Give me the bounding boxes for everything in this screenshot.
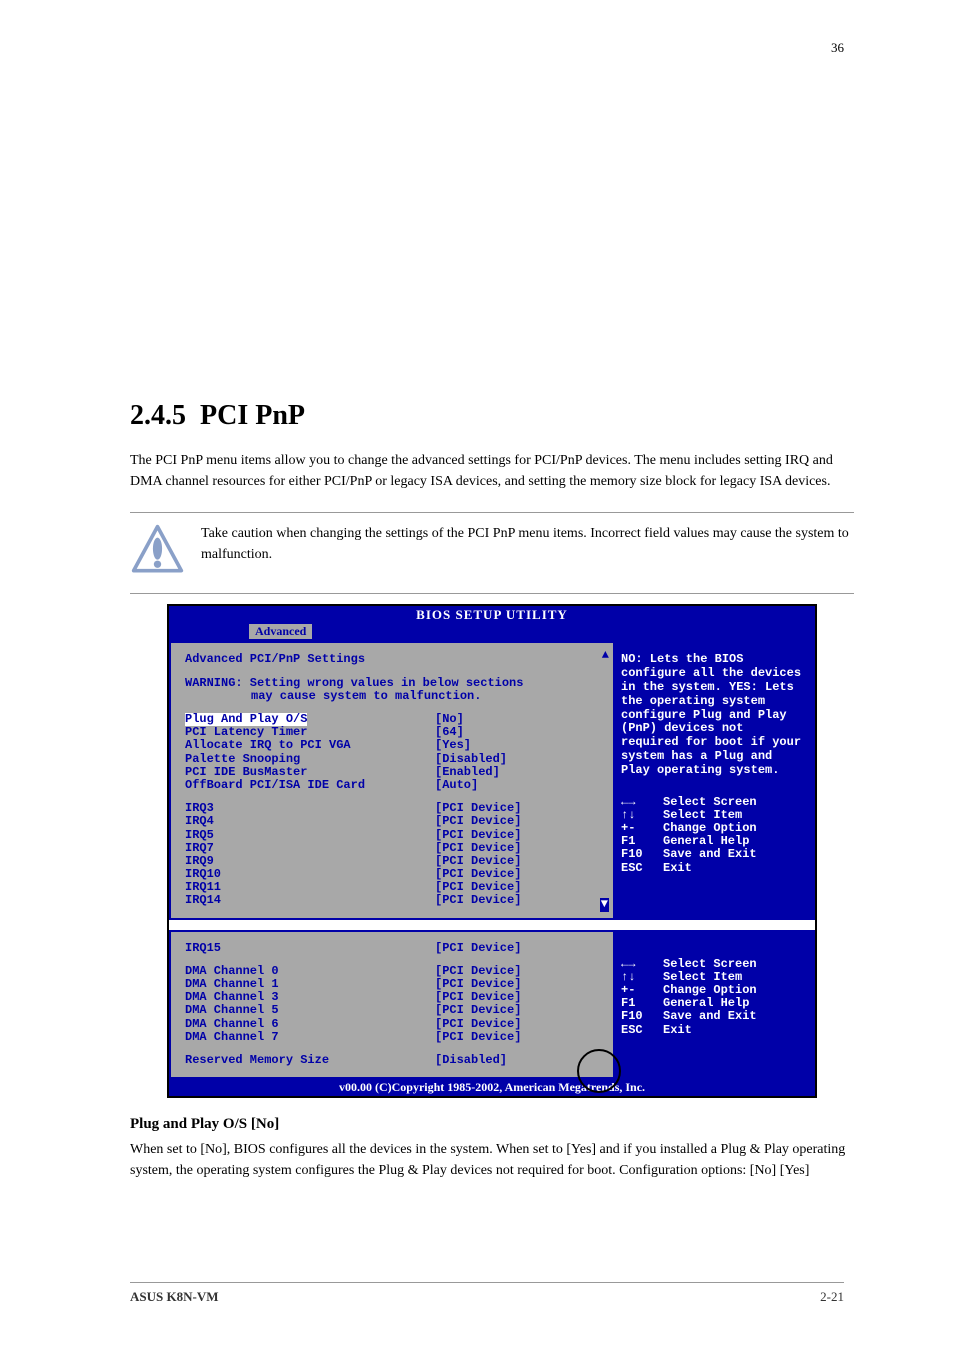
scroll-up-icon[interactable]: ▲ xyxy=(602,649,609,662)
bios-tab-advanced[interactable]: Advanced xyxy=(249,624,312,639)
help-key: F10 xyxy=(621,1010,663,1023)
bios-setting-row[interactable]: IRQ5[PCI Device] xyxy=(185,829,605,842)
intro-paragraph: The PCI PnP menu items allow you to chan… xyxy=(130,450,854,492)
bios-setting-row[interactable]: IRQ14[PCI Device] xyxy=(185,894,605,907)
scroll-down-icon[interactable]: ▼ xyxy=(600,898,609,911)
help-action: Select Screen xyxy=(663,958,757,971)
bios-setting-row[interactable]: IRQ11[PCI Device] xyxy=(185,881,605,894)
help-action: Save and Exit xyxy=(663,848,757,861)
bios-screenshot: BIOS SETUP UTILITY Advanced ▲ Advanced P… xyxy=(167,604,817,1098)
help-key: ←→ xyxy=(621,796,663,809)
bios-tab-bar: Advanced xyxy=(169,624,815,641)
help-action: Exit xyxy=(663,1024,692,1037)
bios-setting-row[interactable]: DMA Channel 5[PCI Device] xyxy=(185,1004,605,1017)
setting-label: DMA Channel 6 xyxy=(185,1018,435,1031)
setting-value: [PCI Device] xyxy=(435,1031,555,1044)
help-action: Exit xyxy=(663,862,692,875)
help-key-row: ←→Select Screen xyxy=(621,796,805,809)
setting-label: IRQ3 xyxy=(185,802,435,815)
bios-setting-row[interactable]: IRQ7[PCI Device] xyxy=(185,842,605,855)
bios-copyright: v00.00 (C)Copyright 1985-2002, American … xyxy=(169,1079,815,1096)
bios-main-panel: ▲ Advanced PCI/PnP Settings WARNING: Set… xyxy=(171,643,613,917)
page-footer: ASUS K8N-VM 2-21 xyxy=(130,1282,844,1305)
setting-value: [PCI Device] xyxy=(435,842,555,855)
setting-label: Reserved Memory Size xyxy=(185,1054,435,1067)
setting-label: IRQ4 xyxy=(185,815,435,828)
bios-warning-line1: WARNING: Setting wrong values in below s… xyxy=(185,677,605,690)
bios-setting-row[interactable]: Allocate IRQ to PCI VGA[Yes] xyxy=(185,739,605,752)
setting-value: [PCI Device] xyxy=(435,1018,555,1031)
bios-setting-row[interactable]: IRQ3[PCI Device] xyxy=(185,802,605,815)
bios-setting-row[interactable]: IRQ15[PCI Device] xyxy=(185,942,605,955)
setting-label: DMA Channel 5 xyxy=(185,1004,435,1017)
help-key-row: ESCExit xyxy=(621,862,805,875)
caution-callout: Take caution when changing the settings … xyxy=(130,512,854,594)
bios-setting-row[interactable]: Palette Snooping[Disabled] xyxy=(185,753,605,766)
warning-icon xyxy=(130,523,185,583)
setting-label: IRQ9 xyxy=(185,855,435,868)
section-number: 2.4.5 xyxy=(130,400,186,431)
bios-warning-line2: may cause system to malfunction. xyxy=(185,690,605,703)
caution-text: Take caution when changing the settings … xyxy=(201,523,854,565)
setting-label: IRQ10 xyxy=(185,868,435,881)
setting-value: [PCI Device] xyxy=(435,1004,555,1017)
setting-value: [Enabled] xyxy=(435,766,555,779)
setting-value: [PCI Device] xyxy=(435,815,555,828)
bios-setting-row[interactable]: DMA Channel 6[PCI Device] xyxy=(185,1018,605,1031)
footer-model: ASUS K8N-VM xyxy=(130,1289,218,1305)
setting-label: IRQ7 xyxy=(185,842,435,855)
setting-label: DMA Channel 7 xyxy=(185,1031,435,1044)
footer-page: 2-21 xyxy=(820,1289,844,1305)
setting-value: [Disabled] xyxy=(435,1054,555,1067)
bios-help-panel-2: ←→Select Screen↑↓Select Item+-Change Opt… xyxy=(613,932,813,1078)
option-description: When set to [No], BIOS configures all th… xyxy=(130,1139,854,1181)
bios-warning: WARNING: Setting wrong values in below s… xyxy=(185,677,605,703)
bios-setting-row[interactable]: IRQ4[PCI Device] xyxy=(185,815,605,828)
setting-label: OffBoard PCI/ISA IDE Card xyxy=(185,779,435,792)
help-action: Select Screen xyxy=(663,796,757,809)
page-number-top: 36 xyxy=(831,40,844,56)
bios-help-text: NO: Lets the BIOS configure all the devi… xyxy=(621,653,805,777)
setting-value: [PCI Device] xyxy=(435,894,555,907)
bios-setting-row[interactable]: IRQ10[PCI Device] xyxy=(185,868,605,881)
setting-label: IRQ5 xyxy=(185,829,435,842)
bios-setting-row[interactable]: OffBoard PCI/ISA IDE Card[Auto] xyxy=(185,779,605,792)
option-heading: Plug and Play O/S [No] xyxy=(130,1116,854,1133)
setting-label: Palette Snooping xyxy=(185,753,435,766)
bios-setting-row[interactable]: DMA Channel 7[PCI Device] xyxy=(185,1031,605,1044)
help-action: Save and Exit xyxy=(663,1010,757,1023)
setting-value: [PCI Device] xyxy=(435,829,555,842)
help-key-row: F10Save and Exit xyxy=(621,848,805,861)
help-key-row: F10Save and Exit xyxy=(621,1010,805,1023)
bios-setting-row[interactable]: IRQ9[PCI Device] xyxy=(185,855,605,868)
bios-help-panel: NO: Lets the BIOS configure all the devi… xyxy=(613,643,813,917)
setting-label: Allocate IRQ to PCI VGA xyxy=(185,739,435,752)
help-key: F10 xyxy=(621,848,663,861)
setting-value: [PCI Device] xyxy=(435,942,555,955)
help-key-row: ESCExit xyxy=(621,1024,805,1037)
setting-value: [Yes] xyxy=(435,739,555,752)
section-title: PCI PnP xyxy=(200,400,305,431)
help-key-row: ←→Select Screen xyxy=(621,958,805,971)
setting-label: IRQ11 xyxy=(185,881,435,894)
bios-main-panel-2: IRQ15[PCI Device] DMA Channel 0[PCI Devi… xyxy=(171,932,613,1078)
setting-value: [Auto] xyxy=(435,779,555,792)
help-key: ←→ xyxy=(621,958,663,971)
setting-label: PCI IDE BusMaster xyxy=(185,766,435,779)
bios-setting-row[interactable]: Reserved Memory Size [Disabled] xyxy=(185,1054,605,1067)
setting-label: IRQ15 xyxy=(185,942,435,955)
section-heading: 2.4.5 PCI PnP xyxy=(130,400,854,432)
help-key: ESC xyxy=(621,862,663,875)
bios-title: BIOS SETUP UTILITY xyxy=(169,606,815,624)
bios-setting-row[interactable]: PCI IDE BusMaster[Enabled] xyxy=(185,766,605,779)
help-key: ESC xyxy=(621,1024,663,1037)
setting-value: [Disabled] xyxy=(435,753,555,766)
setting-label: IRQ14 xyxy=(185,894,435,907)
bios-panel-heading: Advanced PCI/PnP Settings xyxy=(185,653,605,666)
